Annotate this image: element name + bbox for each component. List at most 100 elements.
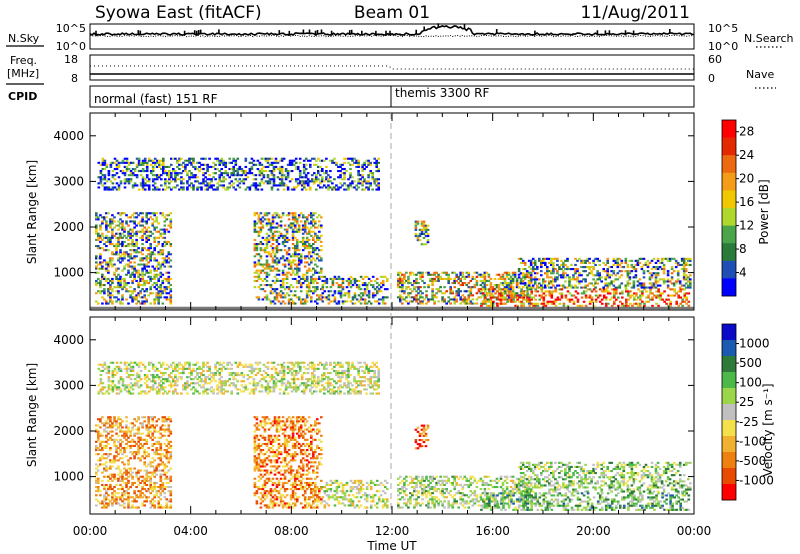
- power-echo-cell: [141, 288, 144, 291]
- velocity-echo-cell: [149, 506, 152, 509]
- velocity-echo-cell: [167, 442, 171, 445]
- power-echo-cell: [228, 182, 231, 185]
- power-echo-cell: [482, 288, 485, 291]
- power-echo-cell: [107, 172, 111, 175]
- power-echo-cell: [105, 165, 109, 168]
- power-echo-cell: [295, 249, 299, 252]
- power-echo-cell: [503, 290, 507, 293]
- power-echo-cell: [562, 270, 565, 273]
- power-echo-cell: [320, 257, 323, 260]
- velocity-echo-cell: [131, 422, 134, 425]
- power-echo-cell: [540, 284, 543, 287]
- power-echo-cell: [263, 271, 267, 274]
- power-echo-cell: [291, 230, 295, 233]
- power-echo-cell: [257, 275, 261, 278]
- velocity-echo-cell: [95, 486, 98, 489]
- power-echo-cell: [687, 278, 690, 281]
- power-echo-cell: [315, 176, 318, 179]
- power-echo-cell: [659, 294, 662, 297]
- power-echo-cell: [218, 159, 221, 162]
- power-echo-cell: [119, 170, 123, 173]
- power-echo-cell: [524, 290, 527, 293]
- power-echo-cell: [260, 163, 264, 166]
- power-echo-cell: [306, 182, 310, 185]
- velocity-echo-cell: [253, 436, 257, 439]
- power-echo-cell: [572, 286, 575, 289]
- velocity-echo-cell: [151, 488, 154, 491]
- power-echo-cell: [455, 300, 458, 303]
- power-echo-cell: [363, 292, 367, 295]
- velocity-echo-cell: [103, 483, 106, 486]
- velocity-echo-cell: [151, 426, 154, 429]
- power-echo-cell: [433, 277, 436, 280]
- power-echo-cell: [492, 288, 495, 291]
- power-echo-cell: [542, 278, 545, 281]
- power-echo-cell: [254, 184, 258, 187]
- power-echo-cell: [660, 257, 664, 260]
- velocity-echo-cell: [253, 461, 257, 464]
- power-echo-cell: [515, 279, 519, 282]
- power-echo-cell: [133, 184, 137, 187]
- power-echo-cell: [250, 165, 254, 168]
- power-echo-cell: [103, 188, 107, 191]
- power-echo-cell: [347, 282, 351, 285]
- power-echo-cell: [255, 271, 259, 274]
- velocity-echo-cell: [131, 428, 134, 431]
- power-echo-cell: [471, 277, 475, 280]
- velocity-echo-cell: [255, 426, 259, 429]
- power-echo-cell: [318, 230, 321, 233]
- power-echo-cell: [230, 172, 233, 175]
- power-echo-cell: [135, 224, 138, 227]
- power-echo-cell: [377, 188, 380, 191]
- power-echo-cell: [141, 216, 144, 219]
- power-echo-cell: [265, 271, 269, 274]
- power-echo-cell: [117, 245, 120, 248]
- power-echo-cell: [101, 168, 105, 171]
- power-echo-cell: [151, 224, 154, 227]
- velocity-echo-cell: [265, 457, 269, 460]
- power-echo-cell: [147, 261, 150, 264]
- power-echo-cell: [131, 161, 135, 164]
- power-echo-cell: [614, 278, 618, 281]
- power-echo-cell: [662, 263, 666, 266]
- power-echo-cell: [105, 163, 109, 166]
- power-echo-cell: [279, 234, 283, 237]
- power-echo-cell: [101, 159, 105, 162]
- power-echo-cell: [101, 232, 104, 235]
- velocity-echo-cell: [101, 455, 104, 458]
- power-echo-cell: [165, 277, 169, 280]
- power-echo-cell: [135, 174, 139, 177]
- power-echo-cell: [634, 274, 638, 277]
- power-echo-cell: [131, 238, 134, 241]
- power-echo-cell: [674, 259, 678, 262]
- velocity-echo-cell: [135, 475, 138, 478]
- velocity-echo-cell: [109, 424, 112, 427]
- velocity-echo-cell: [267, 434, 271, 437]
- power-echo-cell: [287, 271, 291, 274]
- power-echo-cell: [192, 188, 195, 191]
- power-echo-cell: [265, 243, 269, 246]
- power-echo-cell: [153, 212, 156, 215]
- power-echo-cell: [552, 278, 555, 281]
- freq-right-tick-low: 0: [708, 72, 715, 85]
- power-echo-cell: [281, 240, 285, 243]
- power-echo-cell: [317, 157, 320, 160]
- power-echo-cell: [329, 159, 332, 162]
- power-echo-cell: [610, 304, 614, 307]
- velocity-echo-cell: [147, 488, 150, 491]
- power-echo-cell: [115, 163, 119, 166]
- power-echo-cell: [469, 294, 473, 297]
- power-echo-cell: [648, 276, 652, 279]
- power-echo-cell: [297, 263, 301, 266]
- power-echo-cell: [325, 176, 328, 179]
- power-echo-cell: [125, 298, 128, 301]
- power-echo-cell: [353, 277, 357, 280]
- power-echo-cell: [651, 298, 654, 301]
- power-echo-cell: [123, 157, 127, 160]
- power-colorbar-segment: [722, 137, 736, 156]
- power-echo-cell: [307, 288, 311, 291]
- power-echo-cell: [269, 269, 273, 272]
- power-echo-cell: [657, 290, 660, 293]
- velocity-echo-cell: [127, 428, 130, 431]
- velocity-echo-cell: [159, 453, 163, 456]
